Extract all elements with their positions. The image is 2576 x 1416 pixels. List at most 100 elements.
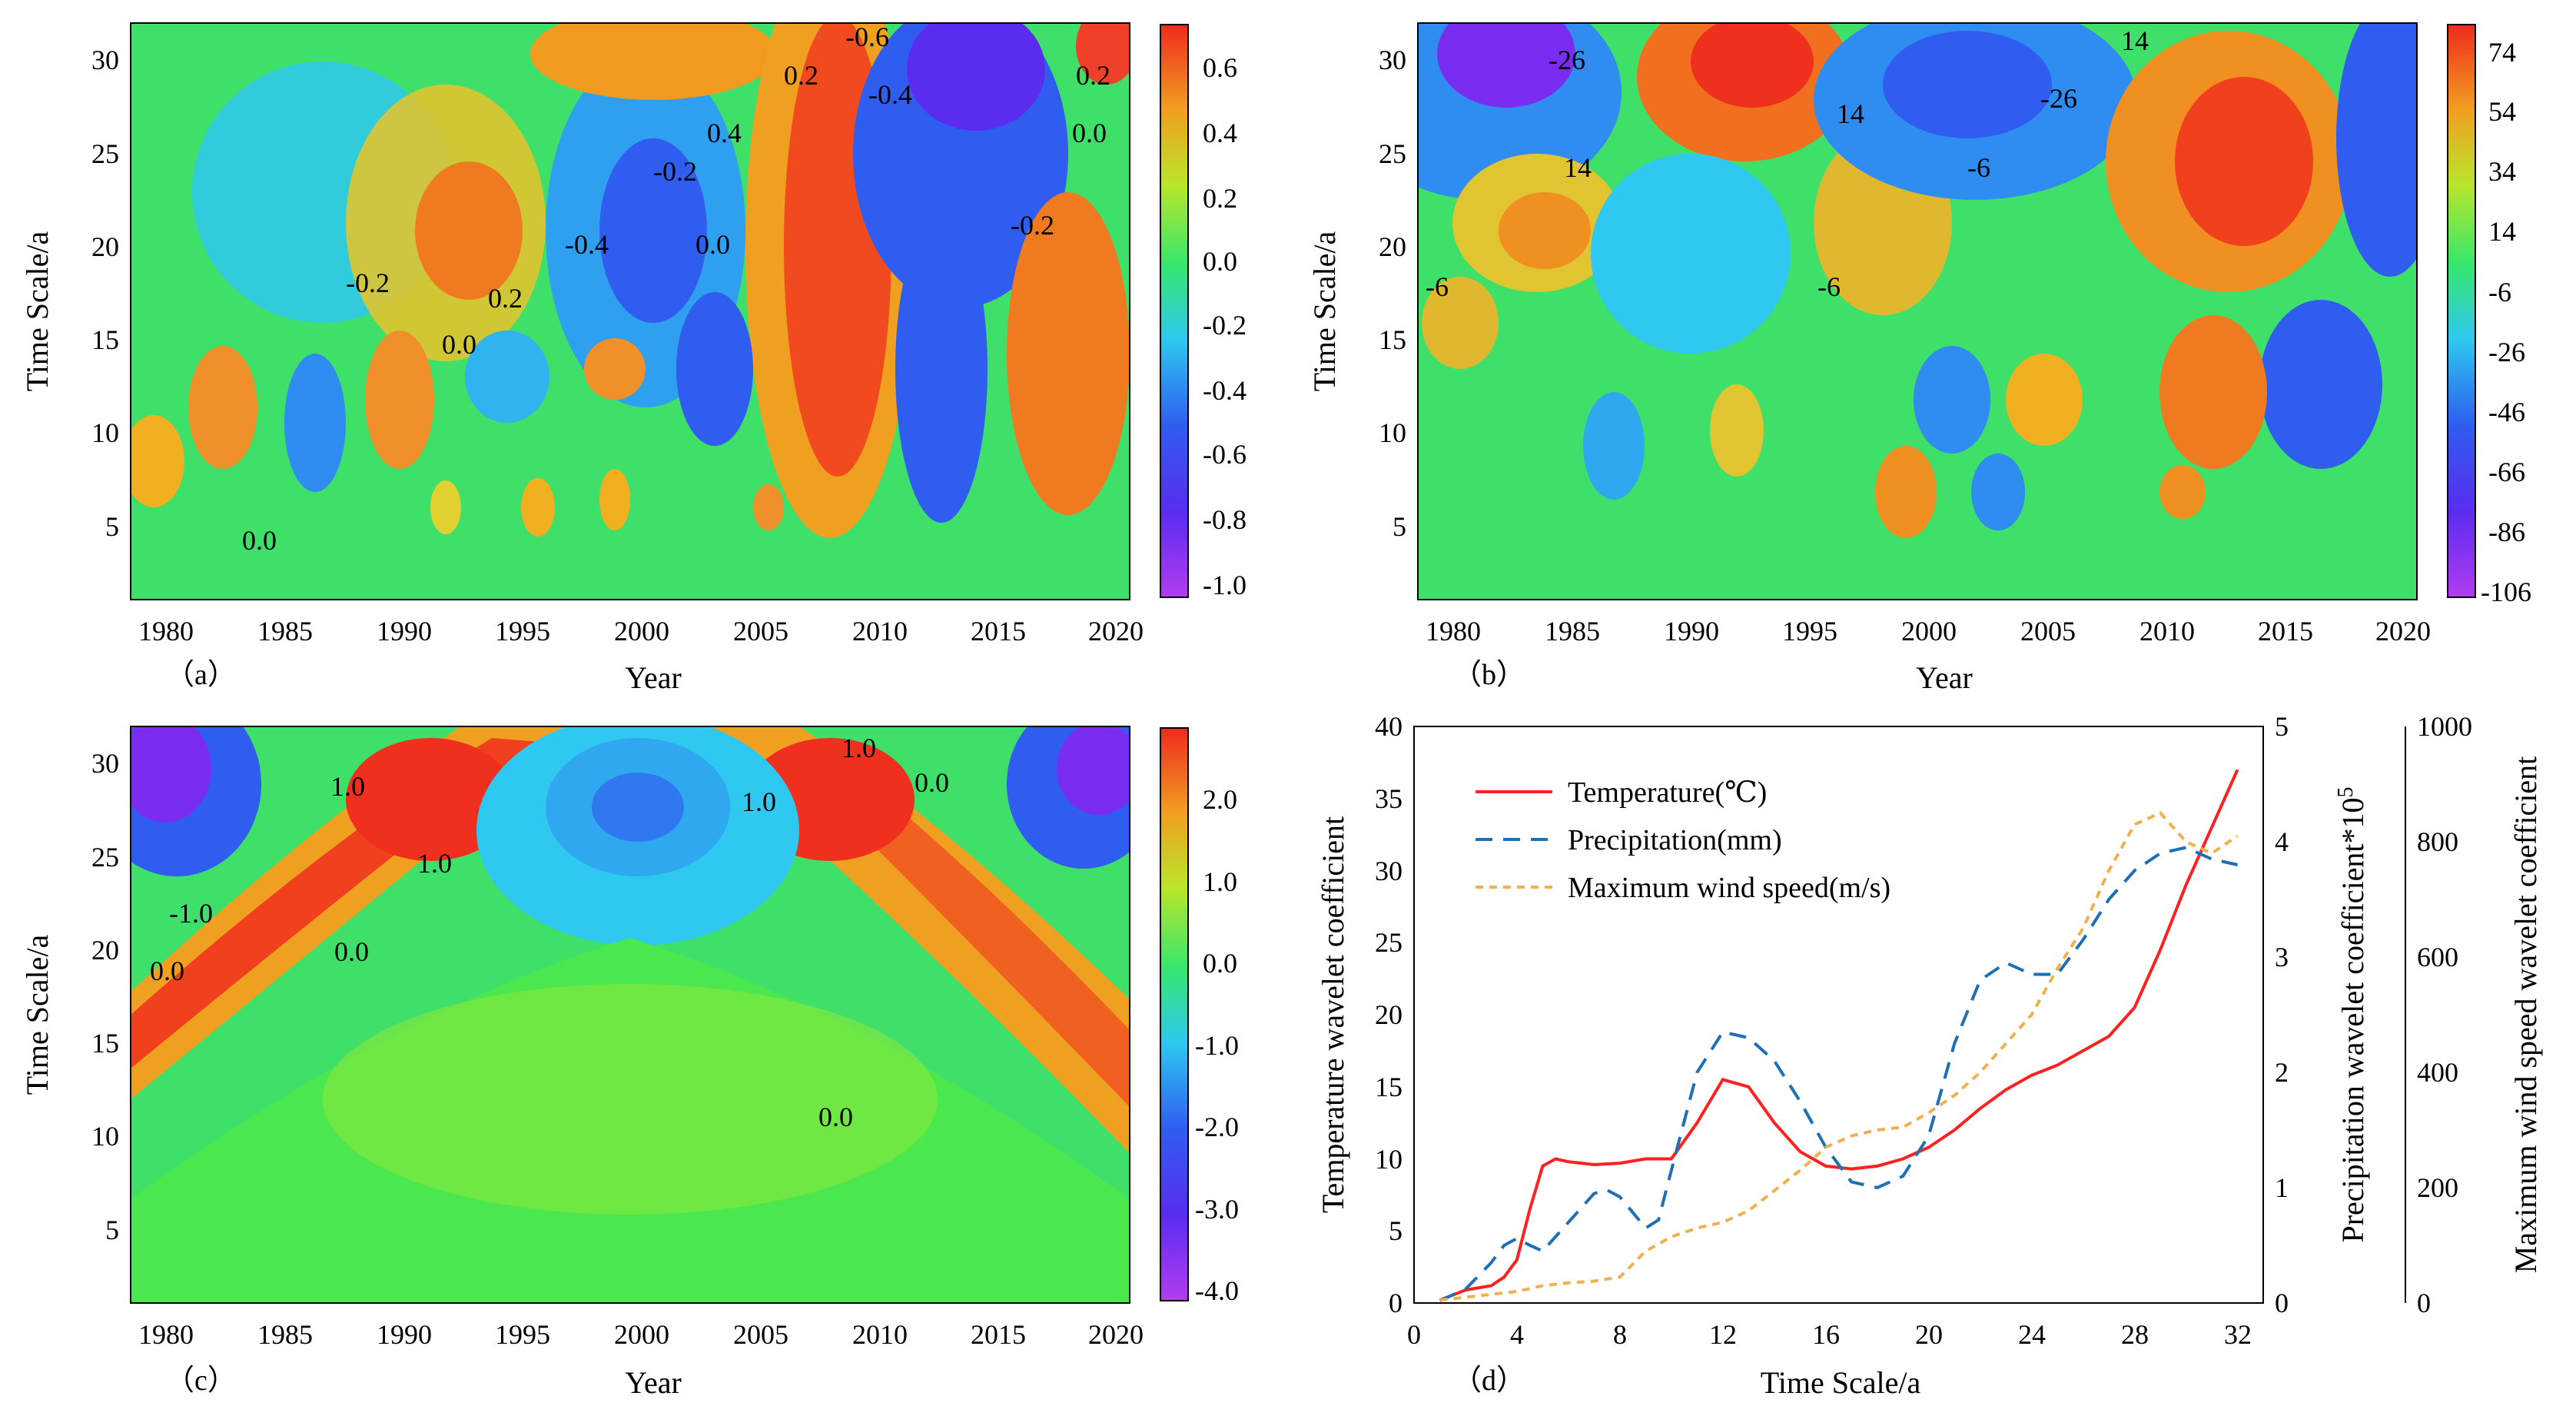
panel-caption-b: （b） bbox=[1452, 659, 1525, 691]
contour-label: 0.0 bbox=[242, 525, 277, 556]
colorbar-c: 2.0 1.0 0.0 -1.0 -2.0 -3.0 -4.0 bbox=[1160, 727, 1239, 1306]
x-tick-label: 0 bbox=[1407, 1319, 1421, 1350]
plot-area-d bbox=[1413, 726, 2264, 1304]
x-axis-d: 0 4 8 12 16 20 24 28 32 bbox=[1407, 1319, 2252, 1350]
y-tick-label: 15 bbox=[1379, 324, 1406, 355]
colorbar-tick: 34 bbox=[2488, 156, 2516, 187]
contour-label: 0.4 bbox=[707, 118, 742, 148]
y-tick-label-mid: 4 bbox=[2275, 826, 2289, 857]
colorbar-tick: 0.2 bbox=[1203, 183, 1237, 214]
x-axis-c: 1980 1985 1990 1995 2000 2005 2010 2015 … bbox=[138, 1319, 1144, 1350]
heatmap-blobs-c bbox=[131, 726, 1130, 1303]
x-tick-label: 2005 bbox=[733, 616, 788, 647]
y-tick-label-mid: 2 bbox=[2275, 1057, 2289, 1088]
y-tick-label: 30 bbox=[1379, 45, 1406, 75]
x-axis-b: 1980 1985 1990 1995 2000 2005 2010 2015 … bbox=[1426, 616, 2431, 647]
series-line-temperature bbox=[1439, 769, 2239, 1302]
y-axis-title-mid-d: Precipitation wavelet coefficient*105 bbox=[2334, 786, 2370, 1242]
y-axis-title-mid-text: Precipitation wavelet coefficient*10 bbox=[2335, 797, 2370, 1242]
contour-label: -0.2 bbox=[1011, 210, 1054, 241]
colorbar-a: 0.6 0.4 0.2 0.0 -0.2 -0.4 -0.6 -0.8 -1.0 bbox=[1160, 24, 1247, 600]
y-axis-title-c: Time Scale/a bbox=[20, 935, 55, 1095]
heatmap-blobs-b bbox=[1418, 23, 2417, 538]
colorbar-tick: 1.0 bbox=[1203, 866, 1237, 897]
contour-label: -6 bbox=[1967, 152, 1990, 183]
x-tick-label: 2005 bbox=[733, 1319, 788, 1350]
y-tick-label: 30 bbox=[91, 748, 119, 779]
x-tick-label: 1990 bbox=[377, 1319, 432, 1350]
contour-label: 1.0 bbox=[842, 733, 876, 763]
y-axis-title-mid-sup: 5 bbox=[2334, 786, 2358, 797]
x-tick-label: 2015 bbox=[971, 616, 1026, 647]
contour-label: 1.0 bbox=[417, 848, 452, 879]
y-tick-label-right: 600 bbox=[2417, 942, 2458, 972]
contour-label: -1.0 bbox=[169, 898, 213, 929]
y-tick-label-mid: 5 bbox=[2275, 711, 2289, 742]
contour-label: -26 bbox=[1549, 45, 1585, 75]
y-tick-label-left: 40 bbox=[1375, 711, 1403, 742]
y-tick-label: 15 bbox=[91, 324, 119, 355]
panel-c: 1.0 1.0 1.0 1.0 0.0 -1.0 0.0 0.0 0.0 5 1… bbox=[20, 726, 1239, 1400]
x-tick-label: 1990 bbox=[377, 616, 432, 647]
y-tick-label-right: 0 bbox=[2417, 1288, 2431, 1318]
colorbar-tick: -4.0 bbox=[1195, 1275, 1239, 1306]
line-series-d bbox=[1439, 769, 2239, 1302]
y-tick-label-left: 5 bbox=[1389, 1215, 1403, 1246]
colorbar-tick: 14 bbox=[2488, 216, 2516, 247]
contour-label: 1.0 bbox=[330, 771, 365, 802]
contour-label: 1.0 bbox=[742, 786, 776, 817]
colorbar-tick: -106 bbox=[2481, 577, 2531, 607]
y-tick-label: 5 bbox=[105, 1215, 119, 1245]
x-tick-label: 1985 bbox=[257, 616, 313, 647]
panel-caption-d: （d） bbox=[1452, 1364, 1525, 1397]
contour-label: 0.0 bbox=[150, 956, 184, 986]
x-tick-label: 2020 bbox=[1088, 1319, 1144, 1350]
x-tick-label: 2010 bbox=[2139, 616, 2195, 647]
colorbar-tick: 0.0 bbox=[1203, 948, 1237, 979]
y-tick-label-right: 400 bbox=[2417, 1057, 2458, 1088]
y-tick-label: 25 bbox=[91, 138, 119, 169]
contour-label: -0.6 bbox=[845, 22, 889, 52]
y-tick-label-left: 10 bbox=[1375, 1144, 1403, 1175]
legend-label-precipitation: Precipitation(mm) bbox=[1568, 824, 1782, 856]
contour-label: 0.2 bbox=[488, 283, 523, 314]
contour-label: -0.4 bbox=[565, 229, 609, 260]
contour-label: 0.0 bbox=[695, 229, 730, 260]
legend-d: Temperature(℃) Precipitation(mm) Maximum… bbox=[1476, 776, 1891, 904]
x-tick-label: 2015 bbox=[971, 1319, 1026, 1350]
colorbar-tick: -0.2 bbox=[1203, 310, 1247, 341]
y-axis-a: 5 10 15 20 25 30 bbox=[91, 45, 119, 542]
colorbar-tick: -66 bbox=[2488, 457, 2525, 487]
x-tick-label: 1995 bbox=[495, 616, 550, 647]
x-axis-a: 1980 1985 1990 1995 2000 2005 2010 2015 … bbox=[138, 616, 1144, 647]
y-tick-label: 20 bbox=[91, 935, 119, 966]
panel-a: -0.6 -0.4 0.2 0.2 0.4 0.0 -0.2 -0.2 -0.4… bbox=[20, 22, 1247, 695]
heatmap-blobs-a bbox=[131, 23, 1130, 538]
x-axis-title-c: Year bbox=[625, 1365, 682, 1400]
y-tick-label-mid: 0 bbox=[2275, 1288, 2289, 1318]
contour-label: -6 bbox=[1426, 271, 1449, 302]
x-tick-label: 2000 bbox=[614, 616, 669, 647]
contour-label: 0.0 bbox=[818, 1102, 853, 1132]
x-tick-label: 1995 bbox=[495, 1319, 550, 1350]
x-tick-label: 2015 bbox=[2258, 616, 2313, 647]
x-tick-label: 4 bbox=[1510, 1319, 1524, 1350]
colorbar-tick: 0.0 bbox=[1203, 246, 1237, 277]
contour-label: 14 bbox=[1837, 98, 1864, 129]
contour-labels-c: 1.0 1.0 1.0 1.0 0.0 -1.0 0.0 0.0 0.0 bbox=[150, 733, 949, 1132]
x-tick-label: 8 bbox=[1613, 1319, 1627, 1350]
y-tick-label: 5 bbox=[105, 511, 119, 542]
y-axis-title-b: Time Scale/a bbox=[1307, 231, 1342, 392]
x-tick-label: 32 bbox=[2224, 1319, 2252, 1350]
y-tick-label-right: 800 bbox=[2417, 826, 2458, 857]
colorbar-tick: -46 bbox=[2488, 397, 2525, 427]
y-tick-label: 10 bbox=[1379, 417, 1406, 448]
series-line-wind-speed bbox=[1439, 811, 2239, 1302]
x-tick-label: 28 bbox=[2121, 1319, 2149, 1350]
x-tick-label: 1985 bbox=[257, 1319, 313, 1350]
contour-labels-a: -0.6 -0.4 0.2 0.2 0.4 0.0 -0.2 -0.2 -0.4… bbox=[242, 22, 1110, 556]
panel-caption-c: （c） bbox=[165, 1364, 237, 1397]
panel-b: -26 14 14 -26 14 -6 -6 -6 5 10 15 20 25 … bbox=[1307, 22, 2531, 695]
colorbar-tick: 74 bbox=[2488, 37, 2516, 68]
